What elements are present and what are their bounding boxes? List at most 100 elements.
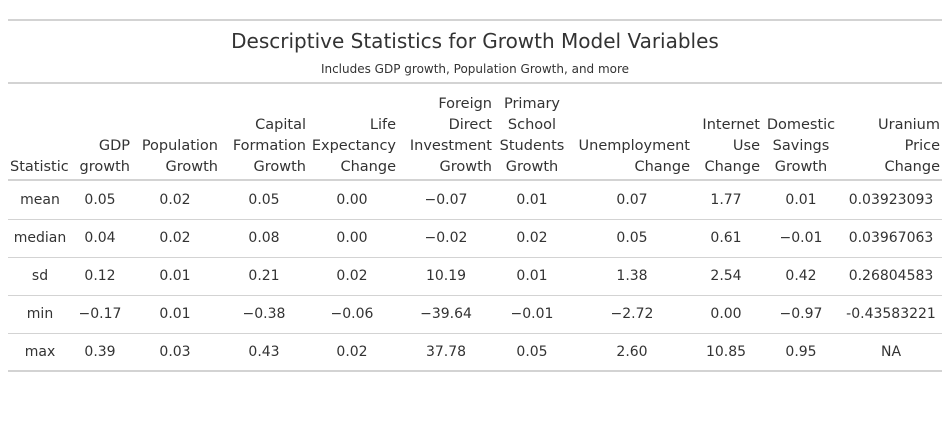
column-header-line: Savings [762,136,840,157]
column-header-line: Change [574,157,690,178]
column-header-line: Foreign [400,94,492,115]
row-label: sd [10,257,70,295]
column-header-line: Formation [222,136,306,157]
column-header: Foreign Direct Investment Growth [400,90,492,178]
table-subtitle: Includes GDP growth, Population Growth, … [8,62,942,76]
column-header: Uranium Price Change [842,90,940,178]
table-cell: 0.42 [762,257,840,295]
table-cell: 10.85 [692,333,760,371]
column-header-line: Growth [132,157,218,178]
table-cell: 0.03 [132,333,218,371]
column-header-line: Use [692,136,760,157]
table-cell: 0.07 [574,181,690,219]
bottom-rule [8,370,942,372]
table-cell: 0.02 [308,333,396,371]
table-cell: 0.02 [308,257,396,295]
column-header-line: Capital [222,115,306,136]
column-header-line: Direct [400,115,492,136]
table-cell: 0.05 [494,333,570,371]
column-header-line: GDP [70,136,130,157]
column-header: Population Growth [132,90,218,178]
column-header-line: Internet [692,115,760,136]
column-header-line: Uranium [842,115,940,136]
column-header-line: Students [494,136,570,157]
table-title: Descriptive Statistics for Growth Model … [8,29,942,53]
column-header-line: Growth [762,157,840,178]
table-cell: −2.72 [574,295,690,333]
table-cell: 0.21 [222,257,306,295]
table-cell: 0.05 [222,181,306,219]
table-cell: 0.04 [70,219,130,257]
row-label: median [10,219,70,257]
row-label: min [10,295,70,333]
table-cell: NA [842,333,940,371]
table-cell: 0.02 [494,219,570,257]
column-header-line: Life [308,115,396,136]
table-cell: 0.01 [132,257,218,295]
table-cell: −39.64 [400,295,492,333]
column-header: Capital Formation Growth [222,90,306,178]
column-header: Domestic Savings Growth [762,90,840,178]
column-header: Statistic [10,90,70,178]
table-cell: 0.02 [132,219,218,257]
row-label: mean [10,181,70,219]
table-cell: 0.01 [762,181,840,219]
table-cell: 0.12 [70,257,130,295]
column-header-line: Statistic [10,157,70,178]
column-header-line: Population [132,136,218,157]
table-cell: 1.77 [692,181,760,219]
table-cell: 0.03967063 [842,219,940,257]
table-cell: −0.01 [494,295,570,333]
subtitle-rule [8,82,942,84]
table-cell: 0.00 [308,181,396,219]
table-cell: 0.03923093 [842,181,940,219]
column-header: Primary School Students Growth [494,90,570,178]
row-label: max [10,333,70,371]
table-cell: −0.06 [308,295,396,333]
table-cell: 0.01 [494,257,570,295]
table-cell: 0.43 [222,333,306,371]
column-header-line: Primary [494,94,570,115]
table-cell: 0.05 [574,219,690,257]
table-cell: 0.00 [692,295,760,333]
column-header: Unemployment Change [574,90,690,178]
table-cell: 0.01 [494,181,570,219]
table-cell: 0.05 [70,181,130,219]
column-header-line: School [494,115,570,136]
column-header-line: Change [308,157,396,178]
table-cell: 0.08 [222,219,306,257]
table-cell: −0.97 [762,295,840,333]
table-cell: −0.17 [70,295,130,333]
table-cell: 0.61 [692,219,760,257]
table-cell: −0.02 [400,219,492,257]
table-cell: 1.38 [574,257,690,295]
column-header-line: Unemployment [574,136,690,157]
column-header: Internet Use Change [692,90,760,178]
column-header-line: Growth [400,157,492,178]
table-cell: -0.43583221 [842,295,940,333]
table-cell: 0.01 [132,295,218,333]
table-cell: −0.07 [400,181,492,219]
table-cell: 2.60 [574,333,690,371]
table-cell: 0.02 [132,181,218,219]
column-header-line: Change [842,157,940,178]
column-header-line: Domestic [762,115,840,136]
table-cell: 10.19 [400,257,492,295]
column-header: Life Expectancy Change [308,90,396,178]
table-cell: 0.26804583 [842,257,940,295]
column-header-line: Growth [222,157,306,178]
column-header: GDP growth [70,90,130,178]
column-header-line: Growth [494,157,570,178]
column-header-line: Price [842,136,940,157]
table-cell: 0.00 [308,219,396,257]
table-cell: 0.39 [70,333,130,371]
table-cell: 2.54 [692,257,760,295]
top-rule [8,19,942,21]
column-header-line: Investment [400,136,492,157]
table-cell: −0.01 [762,219,840,257]
table-cell: −0.38 [222,295,306,333]
column-header-line: growth [70,157,130,178]
table-cell: 0.95 [762,333,840,371]
column-header-line: Change [692,157,760,178]
column-header-line: Expectancy [308,136,396,157]
